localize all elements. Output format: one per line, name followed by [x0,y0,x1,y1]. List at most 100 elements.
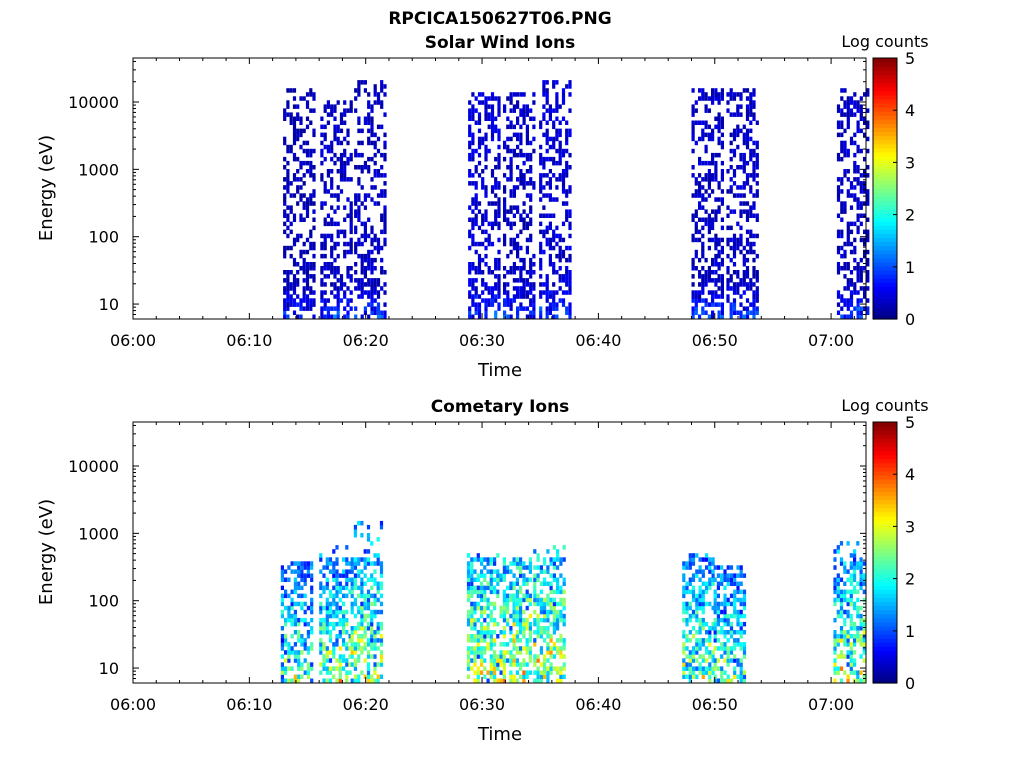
heatmap-cell [493,630,497,635]
heatmap-cell [477,128,482,134]
heatmap-cell [707,108,711,113]
heatmap-cell [707,193,711,198]
heatmap-cell [707,274,711,279]
heatmap-cell [532,286,536,291]
heatmap-cell [701,573,705,578]
heatmap-cell [856,674,860,679]
heatmap-cell [346,241,350,247]
heatmap-cell [839,589,844,595]
heatmap-cell [559,617,563,623]
heatmap-cell [695,569,699,574]
heatmap-cell [363,597,367,603]
heatmap-cell [525,621,529,627]
heatmap-cell [476,638,480,643]
heatmap-cell [565,120,569,125]
heatmap-cell [726,674,730,679]
heatmap-cell [310,597,314,603]
heatmap-cell [559,638,563,643]
heatmap-cell [297,561,301,566]
heatmap-cell [328,589,333,595]
heatmap-cell [568,225,572,231]
heatmap-cell [322,666,326,671]
heatmap-cell [714,209,718,214]
heatmap-cell [515,662,519,667]
heatmap-cell [310,609,314,615]
heatmap-cell [487,233,491,239]
heatmap-cell [342,626,346,631]
heatmap-cell [561,148,566,154]
heatmap-cell [711,88,715,93]
heatmap-cell [545,306,549,311]
heatmap-cell [286,306,290,311]
heatmap-cell [503,144,507,150]
heatmap-cell [349,156,353,162]
heatmap-cell [525,225,529,231]
heatmap-cell [286,144,290,150]
heatmap-cell [471,217,475,222]
heatmap-cell [849,670,853,675]
heatmap-cell [306,634,310,639]
heatmap-cell [483,626,487,631]
heatmap-cell [853,557,857,562]
heatmap-cell [849,581,853,586]
heatmap-cell [552,270,556,275]
heatmap-cell [484,213,488,218]
heatmap-cell [755,217,759,222]
heatmap-cell [853,650,857,655]
heatmap-cell [363,205,367,210]
heatmap-cell [755,213,759,218]
heatmap-cell [333,266,337,271]
heatmap-cell [293,613,297,619]
heatmap-cell [312,177,316,182]
heatmap-cell [312,189,316,194]
heatmap-cell [685,654,689,659]
heatmap-cell [691,124,695,130]
solar-wind-y-label: Energy (eV) [36,135,57,241]
heatmap-cell [717,274,721,279]
heatmap-cell [309,306,313,311]
heatmap-cell [843,286,847,291]
heatmap-cell [555,128,559,134]
heatmap-cell [704,189,708,194]
heatmap-cell [322,654,326,659]
heatmap-cell [468,229,472,235]
heatmap-cell [312,302,316,307]
heatmap-cell [319,553,323,558]
heatmap-cell [528,626,532,631]
heatmap-cell [376,621,380,627]
heatmap-cell [487,148,491,154]
colorbar-segment [873,495,897,501]
heatmap-cell [549,646,553,651]
heatmap-cell [493,561,497,566]
colorbar-segment [873,434,897,439]
heatmap-cell [732,286,737,291]
heatmap-cell [503,274,507,279]
heatmap-cell [325,621,329,627]
heatmap-cell [300,638,304,643]
heatmap-cell [470,581,474,586]
heatmap-cell [370,197,374,202]
heatmap-cell [555,136,559,142]
heatmap-cell [309,173,313,178]
heatmap-cell [516,136,520,142]
heatmap-cell [720,666,724,671]
heatmap-cell [745,132,750,138]
heatmap-cell [522,621,526,627]
heatmap-cell [856,144,860,150]
heatmap-cell [323,104,327,109]
heatmap-cell [548,221,552,227]
heatmap-cell [863,294,867,299]
heatmap-cell [729,593,734,599]
heatmap-cell [519,630,523,635]
heatmap-cell [711,290,715,295]
heatmap-cell [739,92,743,97]
heatmap-cell [489,617,493,623]
heatmap-cell [350,626,354,631]
heatmap-cell [323,302,327,307]
heatmap-cell [552,266,556,271]
heatmap-cell [322,630,326,635]
heatmap-cell [529,156,533,162]
heatmap-cell [339,165,344,170]
heatmap-cell [490,108,495,113]
heatmap-cell [742,274,746,279]
